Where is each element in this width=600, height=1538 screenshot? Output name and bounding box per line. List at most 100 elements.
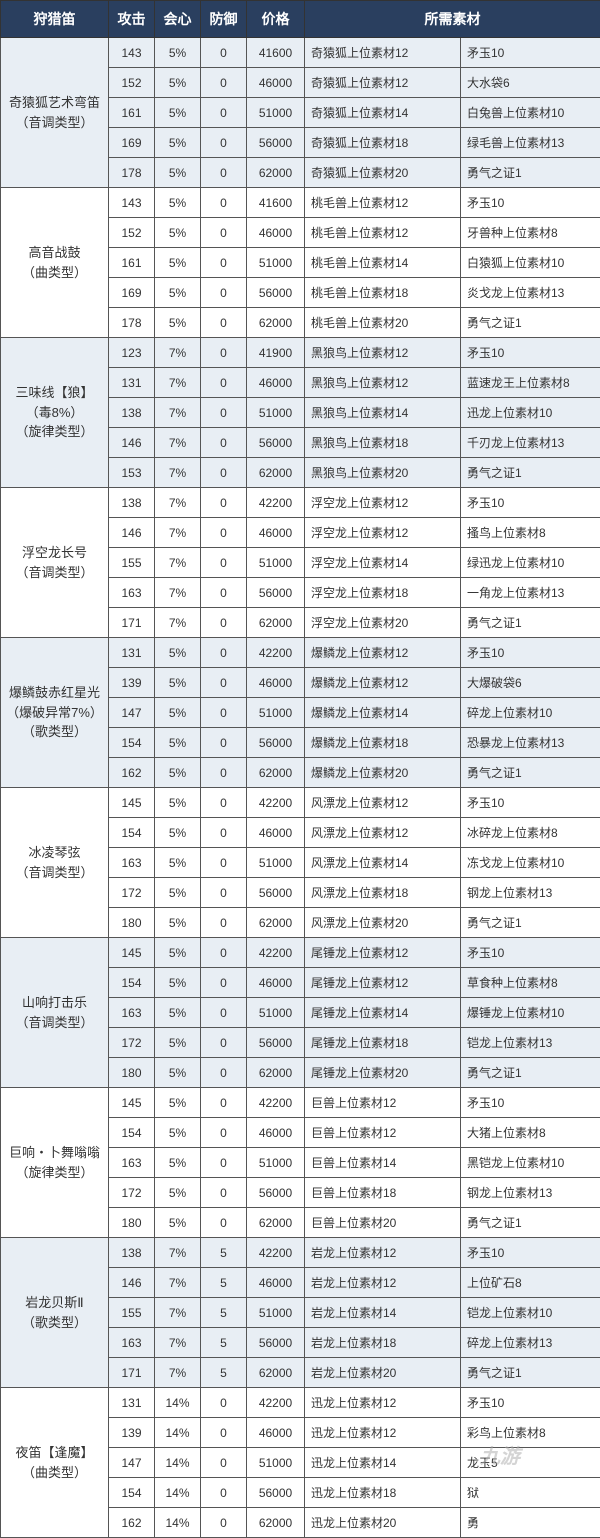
defense-cell: 0 xyxy=(201,638,247,668)
crit-cell: 5% xyxy=(155,698,201,728)
attack-cell: 139 xyxy=(109,1418,155,1448)
attack-cell: 147 xyxy=(109,698,155,728)
crit-cell: 7% xyxy=(155,338,201,368)
material1-cell: 迅龙上位素材18 xyxy=(305,1478,461,1508)
material1-cell: 岩龙上位素材18 xyxy=(305,1328,461,1358)
material2-cell: 勇气之证1 xyxy=(461,158,600,188)
price-cell: 51000 xyxy=(247,98,305,128)
crit-cell: 7% xyxy=(155,578,201,608)
header-name: 狩猎笛 xyxy=(1,1,109,38)
material1-cell: 浮空龙上位素材12 xyxy=(305,518,461,548)
crit-cell: 7% xyxy=(155,1298,201,1328)
material1-cell: 岩龙上位素材12 xyxy=(305,1238,461,1268)
defense-cell: 0 xyxy=(201,278,247,308)
material2-cell: 矛玉10 xyxy=(461,1388,600,1418)
defense-cell: 0 xyxy=(201,98,247,128)
material2-cell: 一角龙上位素材13 xyxy=(461,578,600,608)
material2-cell: 矛玉10 xyxy=(461,1088,600,1118)
material2-cell: 钢龙上位素材13 xyxy=(461,878,600,908)
material2-cell: 蓝速龙王上位素材8 xyxy=(461,368,600,398)
material2-cell: 搔鸟上位素材8 xyxy=(461,518,600,548)
material1-cell: 桃毛兽上位素材12 xyxy=(305,218,461,248)
price-cell: 56000 xyxy=(247,278,305,308)
material1-cell: 尾锤龙上位素材18 xyxy=(305,1028,461,1058)
crit-cell: 5% xyxy=(155,68,201,98)
defense-cell: 5 xyxy=(201,1328,247,1358)
material2-cell: 勇气之证1 xyxy=(461,458,600,488)
weapon-name-cell: 山响打击乐（音调类型） xyxy=(1,938,109,1088)
crit-cell: 5% xyxy=(155,638,201,668)
price-cell: 62000 xyxy=(247,458,305,488)
material2-cell: 龙玉5 xyxy=(461,1448,600,1478)
attack-cell: 143 xyxy=(109,38,155,68)
table-row: 三味线【狼】（毒8%）（旋律类型）1237%041900黑狼鸟上位素材12矛玉1… xyxy=(1,338,600,368)
material1-cell: 风漂龙上位素材18 xyxy=(305,878,461,908)
material1-cell: 岩龙上位素材12 xyxy=(305,1268,461,1298)
weapon-group: 奇猿狐艺术弯笛（音调类型）1435%041600奇猿狐上位素材12矛玉10152… xyxy=(1,38,600,188)
material2-cell: 矛玉10 xyxy=(461,488,600,518)
price-cell: 51000 xyxy=(247,398,305,428)
crit-cell: 5% xyxy=(155,38,201,68)
weapon-name-cell: 高音战鼓（曲类型） xyxy=(1,188,109,338)
attack-cell: 154 xyxy=(109,968,155,998)
attack-cell: 138 xyxy=(109,1238,155,1268)
defense-cell: 5 xyxy=(201,1238,247,1268)
crit-cell: 14% xyxy=(155,1418,201,1448)
price-cell: 46000 xyxy=(247,68,305,98)
material2-cell: 勇气之证1 xyxy=(461,908,600,938)
material2-cell: 白猿狐上位素材10 xyxy=(461,248,600,278)
material1-cell: 迅龙上位素材12 xyxy=(305,1418,461,1448)
defense-cell: 0 xyxy=(201,338,247,368)
defense-cell: 5 xyxy=(201,1358,247,1388)
material1-cell: 浮空龙上位素材18 xyxy=(305,578,461,608)
defense-cell: 0 xyxy=(201,698,247,728)
price-cell: 42200 xyxy=(247,938,305,968)
crit-cell: 5% xyxy=(155,1088,201,1118)
material1-cell: 巨兽上位素材14 xyxy=(305,1148,461,1178)
material1-cell: 奇猿狐上位素材12 xyxy=(305,38,461,68)
crit-cell: 5% xyxy=(155,788,201,818)
attack-cell: 154 xyxy=(109,1478,155,1508)
price-cell: 46000 xyxy=(247,668,305,698)
price-cell: 41600 xyxy=(247,38,305,68)
defense-cell: 0 xyxy=(201,878,247,908)
crit-cell: 14% xyxy=(155,1448,201,1478)
weapon-group: 三味线【狼】（毒8%）（旋律类型）1237%041900黑狼鸟上位素材12矛玉1… xyxy=(1,338,600,488)
price-cell: 46000 xyxy=(247,368,305,398)
price-cell: 46000 xyxy=(247,1268,305,1298)
price-cell: 51000 xyxy=(247,248,305,278)
attack-cell: 178 xyxy=(109,308,155,338)
material1-cell: 巨兽上位素材20 xyxy=(305,1208,461,1238)
header-price: 价格 xyxy=(247,1,305,38)
attack-cell: 145 xyxy=(109,938,155,968)
attack-cell: 131 xyxy=(109,638,155,668)
material2-cell: 勇气之证1 xyxy=(461,1358,600,1388)
weapon-name-cell: 岩龙贝斯Ⅱ（歌类型） xyxy=(1,1238,109,1388)
material2-cell: 矛玉10 xyxy=(461,338,600,368)
attack-cell: 139 xyxy=(109,668,155,698)
price-cell: 42200 xyxy=(247,1388,305,1418)
crit-cell: 5% xyxy=(155,308,201,338)
attack-cell: 180 xyxy=(109,1058,155,1088)
material2-cell: 矛玉10 xyxy=(461,188,600,218)
defense-cell: 5 xyxy=(201,1268,247,1298)
crit-cell: 5% xyxy=(155,848,201,878)
material1-cell: 岩龙上位素材20 xyxy=(305,1358,461,1388)
price-cell: 62000 xyxy=(247,1358,305,1388)
weapon-group: 高音战鼓（曲类型）1435%041600桃毛兽上位素材12矛玉101525%04… xyxy=(1,188,600,338)
attack-cell: 145 xyxy=(109,1088,155,1118)
material1-cell: 奇猿狐上位素材18 xyxy=(305,128,461,158)
defense-cell: 0 xyxy=(201,938,247,968)
price-cell: 41900 xyxy=(247,338,305,368)
crit-cell: 5% xyxy=(155,908,201,938)
defense-cell: 0 xyxy=(201,968,247,998)
material2-cell: 千刃龙上位素材13 xyxy=(461,428,600,458)
material1-cell: 桃毛兽上位素材14 xyxy=(305,248,461,278)
price-cell: 41600 xyxy=(247,188,305,218)
crit-cell: 5% xyxy=(155,98,201,128)
attack-cell: 153 xyxy=(109,458,155,488)
attack-cell: 163 xyxy=(109,578,155,608)
price-cell: 56000 xyxy=(247,1478,305,1508)
material1-cell: 奇猿狐上位素材14 xyxy=(305,98,461,128)
material2-cell: 矛玉10 xyxy=(461,938,600,968)
